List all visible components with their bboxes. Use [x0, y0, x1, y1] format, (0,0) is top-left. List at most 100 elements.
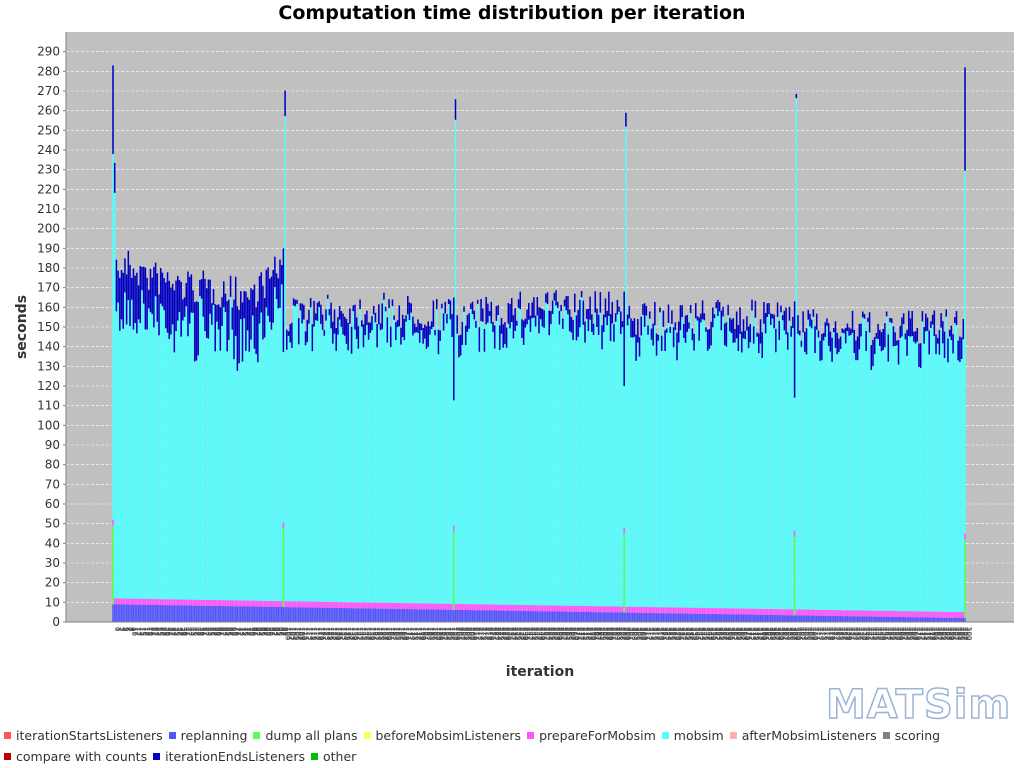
bar-segment-prepareformobsim [672, 607, 675, 614]
x-tick-label: 479 [929, 627, 937, 640]
bar-segment-prepareformobsim [643, 606, 646, 613]
x-tick-label: 160 [386, 627, 394, 640]
bar-segment-replanning [388, 608, 390, 622]
bar-segment-iterationendslisteners [577, 310, 579, 337]
bar-segment-iterationendslisteners [306, 319, 309, 343]
bar-segment-iterationendslisteners [502, 324, 504, 348]
bar-segment-replanning [890, 616, 893, 622]
bar-segment-replanning [510, 610, 513, 622]
bar-segment-mobsim [241, 361, 244, 601]
bar-segment-prepareformobsim [780, 609, 782, 616]
x-tick-label: 351 [711, 627, 719, 640]
x-tick-label: 5 [122, 627, 130, 631]
bar-segment-iterationendslisteners [395, 322, 397, 341]
bar-segment-prepareformobsim [286, 601, 288, 608]
bar-segment-prepareformobsim [122, 598, 124, 605]
bar-segment-replanning [885, 616, 888, 622]
bar-segment-mobsim [514, 330, 516, 605]
bar-segment-iterationendslisteners [175, 280, 177, 332]
bar-segment-prepareformobsim [705, 607, 707, 614]
bar-segment-prepareformobsim [539, 605, 542, 612]
bar-segment-prepareformobsim [565, 605, 568, 612]
x-tick-label: 332 [679, 627, 687, 640]
bar-segment-prepareformobsim [456, 603, 458, 610]
bar-segment-replanning [188, 605, 191, 622]
bar-segment-mobsim [430, 329, 433, 604]
bar-segment-iterationendslisteners [207, 279, 210, 339]
bar-segment-mobsim [495, 320, 498, 605]
bar-segment-prepareformobsim [906, 611, 908, 618]
x-tick-label: 497 [960, 627, 968, 640]
bar-segment-iterationendslisteners [444, 301, 447, 314]
bar-segment-replanning [420, 609, 423, 622]
bar-segment-replanning [812, 615, 815, 622]
bar-segment-replanning [490, 610, 493, 622]
legend-label: prepareForMobsim [539, 728, 656, 743]
bar-segment-mobsim [125, 324, 128, 599]
bar-segment-replanning [240, 606, 242, 622]
bar-segment-replanning [115, 604, 118, 622]
bar-segment-iterationendslisteners [376, 324, 378, 348]
bar-segment-mobsim [357, 348, 360, 603]
bar-segment-iterationendslisteners [763, 301, 765, 324]
bar-segment-prepareformobsim [718, 608, 721, 615]
bar-segment-prepareformobsim [959, 612, 961, 618]
bar-segment-prepareformobsim [650, 607, 653, 614]
bar-segment-mobsim [178, 311, 181, 600]
x-tick-label: 74 [239, 627, 247, 636]
bar-segment-iterationendslisteners [148, 289, 150, 309]
bar-segment-iterationendslisteners [633, 318, 636, 337]
bar-segment-iterationendslisteners [461, 321, 464, 345]
bar-segment-iterationendslisteners [366, 310, 368, 326]
bar-segment-prepareformobsim [817, 609, 820, 616]
bar-segment-replanning [655, 613, 658, 622]
bar-segment-replanning [860, 616, 862, 622]
bar-segment-prepareformobsim [262, 600, 264, 607]
bar-segment-replanning [824, 615, 827, 622]
bar-segment-prepareformobsim [461, 604, 464, 610]
x-tick-label: 86 [260, 627, 268, 636]
bar-segment-mobsim [166, 332, 169, 600]
bar-segment-mobsim [330, 328, 332, 602]
x-tick-label: 49 [196, 627, 204, 636]
bar-segment-iterationendslisteners [904, 333, 907, 340]
bar-segment-replanning [790, 615, 792, 622]
bar-segment-iterationendslisteners [930, 321, 932, 328]
bar-segment-replanning [139, 604, 142, 622]
x-tick-label: 304 [631, 627, 639, 641]
bar-segment-prepareformobsim [141, 598, 143, 605]
x-tick-label: 435 [854, 627, 862, 640]
x-tick-labels: 0123456789101112131415161718192021222324… [113, 627, 973, 641]
x-tick-label: 487 [943, 627, 951, 640]
bar-segment-mobsim [153, 327, 155, 600]
x-tick-label: 409 [810, 627, 818, 640]
x-tick-label: 173 [408, 627, 416, 640]
x-tick-label: 109 [299, 627, 307, 640]
bar-segment-prepareformobsim [831, 610, 833, 616]
bar-segment-replanning [180, 605, 182, 622]
bar-segment-mobsim [935, 353, 937, 612]
bar-segment-iterationendslisteners [681, 305, 683, 318]
bar-segment-iterationendslisteners [814, 326, 816, 354]
bar-segment-mobsim [326, 298, 329, 602]
x-tick-label: 443 [868, 627, 876, 640]
bar-segment-iterationendslisteners [585, 309, 588, 319]
bar-segment-replanning [255, 606, 257, 622]
bar-segment-mobsim [679, 330, 682, 608]
bar-segment-replanning [911, 617, 913, 622]
bar-segment-mobsim [349, 323, 351, 603]
bar-segment-mobsim [282, 352, 285, 523]
bar-segment-replanning [529, 611, 532, 622]
bar-segment-mobsim [672, 347, 675, 608]
bar-segment-mobsim [372, 314, 375, 603]
bar-segment-prepareformobsim [908, 611, 910, 618]
bar-segment-mobsim [715, 308, 717, 609]
bar-segment-prepareformobsim [120, 598, 123, 605]
bar-segment-replanning [708, 613, 711, 622]
x-tick-label: 134 [341, 627, 349, 641]
bar-segment-prepareformobsim [458, 603, 460, 610]
x-tick-label: 369 [742, 627, 750, 640]
bar-segment-iterationendslisteners [643, 303, 646, 327]
bar-segment-mobsim [545, 302, 547, 606]
bar-segment-prepareformobsim [954, 612, 956, 618]
